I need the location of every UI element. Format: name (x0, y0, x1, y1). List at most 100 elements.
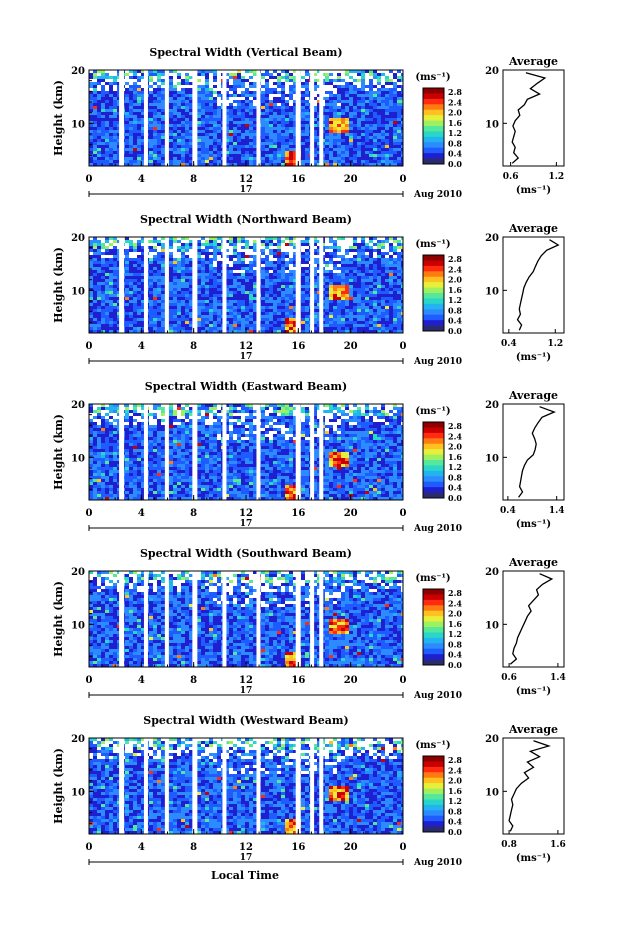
colorbar-segment (423, 659, 444, 666)
data-gap-stripe (143, 237, 148, 333)
colorbar-segment (423, 126, 444, 132)
data-gap-stripe (310, 738, 315, 834)
colorbar-segment (423, 88, 444, 94)
colorbar-segment (423, 120, 444, 127)
colorbar-segment (423, 594, 444, 601)
colorbar-segment (423, 610, 444, 617)
x-tick-label: 16 (291, 341, 305, 352)
colorbar-tick-label: 2.4 (448, 598, 462, 608)
avg-y-tick-label: 20 (485, 400, 499, 411)
x-tick-label: 12 (239, 174, 253, 185)
colorbar-segment (423, 314, 444, 321)
colorbar-segment (423, 783, 444, 790)
colorbar-tick-label: 0.0 (448, 827, 462, 837)
average-panel: 20 10 0.4 1.4 (ms⁻¹) (485, 400, 564, 530)
data-gap-stripe (119, 571, 125, 667)
avg-x-axis-label: (ms⁻¹) (516, 185, 551, 196)
colorbar-tick-label: 2.4 (448, 264, 462, 274)
average-frame (502, 403, 565, 501)
colorbar-tick-label: 0.0 (448, 326, 462, 336)
data-gap-stripe (164, 571, 169, 667)
avg-y-tick-label: 10 (485, 119, 499, 130)
avg-x-tick-label: 0.8 (501, 840, 517, 850)
colorbar-segment (423, 810, 444, 817)
colorbar-tick-label: 2.4 (448, 765, 462, 775)
colorbar-segment (423, 589, 444, 595)
panel-title: Spectral Width (Eastward Beam) (145, 380, 347, 393)
x-tick-label: 0 (86, 675, 93, 686)
colorbar-tick-label: 0.8 (448, 639, 462, 649)
average-panel: 20 10 0.8 1.6 (ms⁻¹) (485, 734, 566, 864)
colorbar-segment (423, 643, 444, 650)
colorbar-segment (423, 470, 444, 477)
colorbar-segment (423, 826, 444, 833)
colorbar-segment (423, 804, 444, 811)
y-tick-label: 10 (71, 286, 85, 297)
colorbar-tick-label: 0.4 (448, 316, 462, 326)
panel-2: Spectral Width (Northward Beam)2010Heigh… (52, 213, 565, 367)
panel-title: Spectral Width (Westward Beam) (143, 714, 348, 727)
colorbar-segment (423, 260, 444, 267)
y-axis-label: Height (km) (52, 414, 65, 490)
colorbar-tick-label: 0.8 (448, 472, 462, 482)
data-gap-stripe (319, 237, 324, 333)
x-tick-label: 0 (86, 508, 93, 519)
data-gap-stripe (222, 404, 227, 500)
colorbar-frame (422, 254, 445, 332)
data-gap-stripe (143, 404, 148, 500)
panel-5: Spectral Width (Westward Beam)2010Height… (52, 714, 566, 868)
average-title: Average (508, 556, 558, 569)
x-tick-label: 8 (190, 341, 197, 352)
avg-x-axis-label: (ms⁻¹) (516, 352, 551, 363)
panel-title: Spectral Width (Vertical Beam) (149, 46, 342, 59)
y-tick-label: 10 (71, 620, 85, 631)
colorbar-tick-label: 1.2 (448, 295, 462, 305)
data-gap-stripe (295, 237, 301, 333)
colorbar-segment (423, 255, 444, 261)
data-gap-stripe (222, 70, 227, 166)
average-title: Average (508, 723, 558, 736)
data-gap-stripe (222, 237, 227, 333)
average-title: Average (508, 222, 558, 235)
avg-x-axis-label: (ms⁻¹) (516, 686, 551, 697)
colorbar-segment (423, 158, 444, 165)
data-gap-stripe (119, 70, 125, 166)
colorbar-segment (423, 449, 444, 456)
x-tick-label: 12 (239, 842, 253, 853)
colorbar-tick-label: 2.0 (448, 442, 462, 452)
y-axis-label: Height (km) (52, 247, 65, 323)
avg-x-tick-label: 0.4 (500, 506, 516, 516)
heatmap-cells (89, 70, 403, 166)
date-label: Aug 2010 (413, 357, 462, 367)
data-gap-stripe (319, 404, 324, 500)
colorbar-unit: (ms⁻¹) (415, 740, 450, 751)
y-tick-label: 20 (71, 233, 85, 244)
data-gap-stripe (256, 571, 261, 667)
date-label: Aug 2010 (413, 190, 462, 200)
colorbar-tick-label: 1.2 (448, 128, 462, 138)
colorbar-frame (422, 755, 445, 833)
colorbar-tick-label: 2.0 (448, 609, 462, 619)
colorbar-segment (423, 309, 444, 316)
colorbar-frame (422, 87, 445, 165)
colorbar: 2.82.42.01.61.20.80.40.0 (422, 421, 462, 503)
average-profile-line (508, 740, 551, 832)
colorbar-segment (423, 131, 444, 138)
data-gap-stripe (164, 404, 169, 500)
colorbar-segment (423, 766, 444, 773)
x-tick-label: 20 (344, 341, 358, 352)
colorbar-segment (423, 104, 444, 111)
data-gap-stripe (310, 571, 315, 667)
panel-3: Spectral Width (Eastward Beam) 20 10 Height… (52, 380, 565, 534)
colorbar-segment (423, 476, 444, 483)
avg-x-axis-label: (ms⁻¹) (516, 519, 551, 530)
colorbar-segment (423, 93, 444, 100)
avg-y-tick-label: 20 (485, 233, 499, 244)
colorbar-segment (423, 271, 444, 278)
data-gap-stripe (119, 237, 125, 333)
average-title: Average (508, 389, 558, 402)
date-label: Aug 2010 (413, 858, 462, 868)
avg-y-tick-label: 10 (485, 453, 499, 464)
x-tick-label: 12 (239, 508, 253, 519)
colorbar-segment (423, 320, 444, 327)
